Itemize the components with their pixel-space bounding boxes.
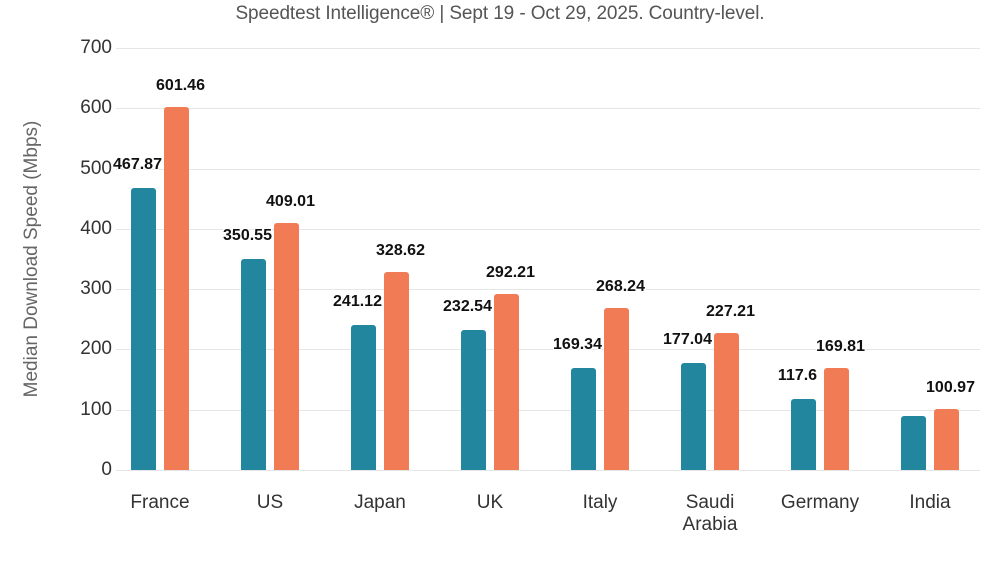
data-label: 177.04: [663, 331, 712, 349]
data-label: 169.81: [816, 337, 865, 355]
x-tick-label: Italy: [582, 492, 618, 513]
data-label: 117.6: [777, 367, 818, 385]
data-label: 467.87: [113, 155, 162, 173]
y-tick-label: 700: [80, 37, 112, 58]
bar: [934, 409, 959, 470]
bar: [351, 324, 376, 470]
data-label: 292.21: [486, 263, 535, 281]
bar: [274, 223, 299, 470]
data-label: 350.55: [223, 226, 272, 244]
bar: [901, 415, 926, 470]
bar: [791, 399, 816, 470]
x-tick-label: Germany: [780, 492, 860, 513]
data-label: 409.01: [266, 193, 315, 211]
bar: [681, 363, 706, 470]
y-tick-label: 100: [80, 398, 112, 420]
bar: [604, 308, 629, 470]
data-label: 232.54: [443, 297, 492, 315]
y-tick-label: 200: [80, 338, 112, 360]
data-label: 241.12: [333, 292, 382, 310]
x-tick-label: France: [130, 492, 190, 513]
y-tick-label: 0: [101, 459, 112, 480]
bar: [241, 258, 266, 470]
gridline: [116, 229, 980, 230]
bar: [714, 333, 739, 470]
y-tick-label: 400: [80, 217, 112, 239]
bar: [571, 367, 596, 470]
gridline: [116, 108, 980, 109]
gridline: [116, 48, 980, 49]
y-tick-label: 300: [80, 278, 112, 300]
data-label: 100.97: [926, 379, 975, 397]
y-tick-label: 600: [80, 97, 112, 119]
y-axis-label: Median Download Speed (Mbps): [21, 120, 42, 398]
x-tick-label: Saudi Arabia: [682, 492, 738, 535]
x-tick-label: US: [256, 492, 284, 513]
gridline: [116, 349, 980, 350]
bar: [494, 293, 519, 470]
data-label: 601.46: [156, 77, 205, 95]
data-label: 227.21: [706, 303, 755, 321]
gridline: [116, 289, 980, 290]
gridline: [116, 410, 980, 411]
bar: [824, 367, 849, 470]
bar: [384, 271, 409, 470]
bar: [131, 187, 156, 470]
data-label: 328.62: [376, 241, 425, 259]
y-tick-label: 500: [80, 157, 112, 179]
data-label: 268.24: [596, 278, 645, 296]
data-label: 169.34: [553, 335, 602, 353]
gridline: [116, 470, 980, 471]
gridline: [116, 169, 980, 170]
chart-title: Speedtest Intelligence® | Sept 19 - Oct …: [235, 3, 765, 24]
x-tick-label: India: [909, 492, 951, 513]
x-tick-label: UK: [476, 492, 504, 513]
bar: [164, 107, 189, 470]
bar: [461, 329, 486, 470]
x-tick-label: Japan: [354, 492, 406, 513]
